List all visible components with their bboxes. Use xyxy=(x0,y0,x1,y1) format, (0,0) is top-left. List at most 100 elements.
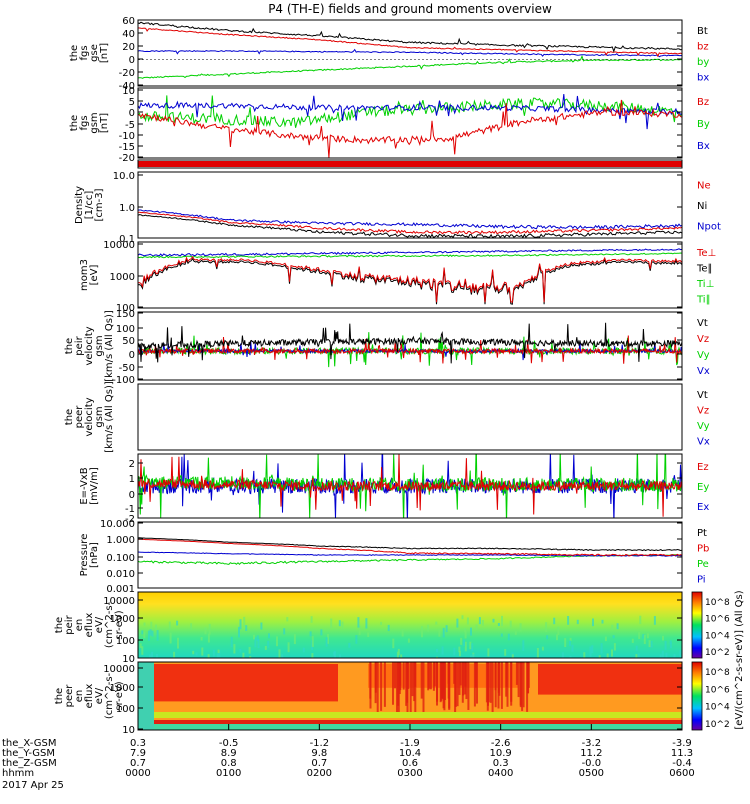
date-label: 2017 Apr 25 xyxy=(2,780,64,791)
spectrogram-band xyxy=(138,712,682,718)
y-tick-label: 1000 xyxy=(110,614,135,625)
spectrogram-cell xyxy=(517,662,520,698)
spectrogram-cell xyxy=(204,627,207,635)
spectrogram-cell xyxy=(341,621,344,629)
panel-plot xyxy=(138,93,682,158)
series-te-perp xyxy=(138,255,682,303)
x-axis-row-label: the_Y-GSM xyxy=(2,748,55,759)
spectrogram-cell xyxy=(487,662,490,703)
x-tick-label: 11.3 xyxy=(671,748,693,759)
spectrogram-cell xyxy=(357,617,360,628)
legend-entry: Ne xyxy=(697,180,711,191)
spectrogram-cell xyxy=(464,630,467,639)
series-ti-perp xyxy=(138,248,682,257)
y-axis-label: Density xyxy=(74,186,85,224)
spectrogram-cell xyxy=(460,637,463,645)
series-npot xyxy=(138,209,682,230)
spectrogram-cell xyxy=(383,662,386,707)
x-tick-label: -3.9 xyxy=(672,738,692,749)
y-axis-label: [nPa] xyxy=(89,542,100,568)
spectrogram-cell xyxy=(286,617,289,622)
chart-title: P4 (TH-E) fields and ground moments over… xyxy=(268,2,552,16)
panel-plot xyxy=(138,454,682,518)
colorbar-tick-label: 10^6 xyxy=(705,685,730,695)
spectrogram-cell xyxy=(278,649,281,658)
spectrogram-cell xyxy=(369,662,372,709)
spectrogram-cell xyxy=(576,619,579,625)
spectrogram-cell xyxy=(564,638,567,647)
spectrogram-cell xyxy=(472,653,475,658)
colorbar-gradient xyxy=(691,591,703,659)
series-bz xyxy=(138,27,682,58)
colorbar-tick-label: 10^8 xyxy=(705,668,730,678)
spectrogram-cell xyxy=(151,651,154,657)
spectrogram-cell xyxy=(374,662,377,693)
spectrogram-cell xyxy=(421,626,423,638)
series-ne xyxy=(138,211,682,235)
spectrogram-cell xyxy=(207,633,210,643)
spectrogram-cell xyxy=(546,635,549,640)
spectrogram-cell xyxy=(461,615,464,620)
spectrogram-cell xyxy=(501,615,503,627)
spectrogram-cell xyxy=(139,643,142,649)
spectrogram-cell xyxy=(521,662,524,711)
spectrogram-cell xyxy=(536,648,539,658)
spectrogram-cell xyxy=(511,654,514,658)
y-axis-label: the xyxy=(54,617,65,633)
spectrogram-cell xyxy=(470,627,472,636)
legend-entry: Vt xyxy=(697,318,708,329)
x-tick-label: 0400 xyxy=(488,768,513,779)
panel-plot xyxy=(138,248,682,305)
panel-plot xyxy=(138,537,682,566)
spectrogram xyxy=(138,592,682,658)
y-axis-label: peer xyxy=(64,684,75,708)
legend-entry: Bz xyxy=(697,97,709,108)
spectrogram-cell xyxy=(444,662,446,701)
y-axis-label: eflux xyxy=(84,684,95,709)
spectrogram-cell xyxy=(325,637,328,647)
spectrogram-cell xyxy=(195,652,198,656)
spectrogram-cell xyxy=(406,662,409,716)
spectrogram-cell xyxy=(248,646,251,654)
spectrogram-cell xyxy=(459,662,462,686)
spectrogram-cell xyxy=(616,623,619,630)
spectrogram-cell xyxy=(192,650,195,655)
series-te-par xyxy=(138,257,682,305)
legend-entry: Vy xyxy=(697,421,710,432)
spectrogram-cell xyxy=(254,637,257,648)
spectrogram-cell xyxy=(522,662,525,708)
spectrogram-cell xyxy=(492,618,495,623)
spectrogram-cell xyxy=(598,655,601,658)
series-vz xyxy=(138,335,682,364)
legend-entry: bx xyxy=(697,72,709,83)
series-bx xyxy=(138,93,682,130)
spectrogram-cell xyxy=(230,636,233,648)
spectrogram-cell xyxy=(208,623,211,635)
x-tick-label: 0.3 xyxy=(130,738,146,749)
x-tick-label: 0.8 xyxy=(221,758,237,769)
spectrogram-cell xyxy=(218,650,221,658)
y-tick-label: 40 xyxy=(122,29,135,40)
y-tick-label: 0 xyxy=(129,490,135,501)
spectrogram-cell xyxy=(497,662,500,709)
spectrogram-band xyxy=(148,664,338,702)
spectrogram-cell xyxy=(505,662,508,687)
spectrogram-cell xyxy=(150,621,153,629)
spectrogram-cell xyxy=(591,645,594,654)
spectrogram-cell xyxy=(458,662,461,695)
spectrogram-cell xyxy=(339,654,341,658)
spectrogram-cell xyxy=(156,630,159,641)
spectrogram-cell xyxy=(464,641,467,652)
y-axis-label: Pressure xyxy=(79,534,90,577)
y-tick-label: 0.1 xyxy=(119,234,135,245)
spectrogram-cell xyxy=(436,662,439,702)
panel-frame xyxy=(137,383,683,451)
spectrogram-cell xyxy=(679,650,682,658)
panel-frame xyxy=(137,591,683,659)
panel-fgs-gse: 60 40 20 0 -20 -40 the fgs gse [nT] Bt bz by bx xyxy=(69,16,709,92)
spectrogram-cell xyxy=(414,662,417,687)
y-tick-label: -1 xyxy=(125,504,135,515)
y-axis-label: gse xyxy=(89,44,100,62)
y-tick-label: 1000 xyxy=(110,683,135,694)
y-axis-label: [mV/m] xyxy=(89,467,100,505)
